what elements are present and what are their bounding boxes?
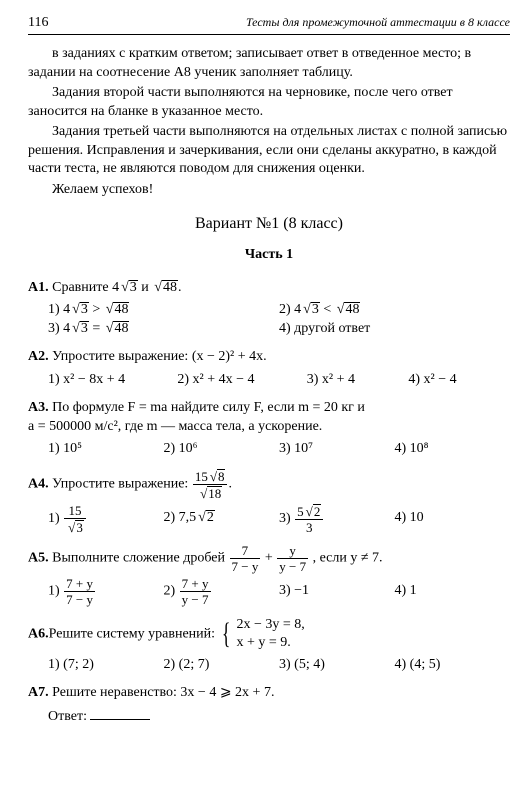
- q-label: А6.: [28, 626, 49, 641]
- a1-opt4: 4) другой ответ: [279, 320, 510, 338]
- question-a4: А4. Упростите выражение: 158 18 .: [28, 469, 510, 500]
- options-a4: 1) 153 2) 7,52 3) 523 4) 10: [48, 504, 510, 534]
- intro-p1: в заданиях с кратким ответом; записывает…: [28, 45, 510, 82]
- q-stem: Решите неравенство: 3x − 4 ⩾ 2x + 7.: [52, 685, 274, 700]
- page: 116 Тесты для промежуточной аттестации в…: [0, 0, 532, 800]
- options-a3: 1) 10⁵ 2) 10⁶ 3) 10⁷ 4) 10⁸: [48, 440, 510, 458]
- question-a5: А5. Выполните сложение дробей 77 − y + y…: [28, 544, 510, 573]
- a4-frac: 158 18: [192, 469, 229, 500]
- a5-opt3: 3) −1: [279, 582, 395, 600]
- a5-opt4: 4) 1: [395, 582, 511, 600]
- a6-opt3: 3) (5; 4): [279, 656, 395, 674]
- q-stem: Упростите выражение: (x − 2)² + 4x.: [52, 349, 267, 364]
- system-eqs: 2x − 3y = 8, x + y = 9.: [236, 616, 304, 652]
- q-stem: Выполните сложение дробей: [52, 550, 228, 565]
- options-a6: 1) (7; 2) 2) (2; 7) 3) (5; 4) 4) (4; 5): [48, 656, 510, 674]
- a2-opt1: 1) x² − 8x + 4: [48, 371, 177, 389]
- q-label: А7.: [28, 685, 49, 700]
- a6-opt2: 2) (2; 7): [164, 656, 280, 674]
- q-label: А5.: [28, 550, 49, 565]
- question-a7: А7. Решите неравенство: 3x − 4 ⩾ 2x + 7.: [28, 684, 510, 702]
- page-header: 116 Тесты для промежуточной аттестации в…: [28, 14, 510, 35]
- q-label: А3.: [28, 400, 49, 415]
- answer-blank: [90, 707, 150, 720]
- q-label: А2.: [28, 349, 49, 364]
- question-a1: А1. Сравните 43 и 48.: [28, 279, 510, 297]
- q-label: А1.: [28, 280, 49, 295]
- question-a2: А2. Упростите выражение: (x − 2)² + 4x.: [28, 348, 510, 366]
- answer-label: Ответ:: [48, 709, 90, 724]
- a5-opt2: 2) 7 + yy − 7: [164, 577, 280, 606]
- variant-title: Вариант №1 (8 класс): [28, 213, 510, 234]
- q-stem: По формуле F = ma найдите силу F, если m…: [52, 400, 365, 415]
- part-title: Часть 1: [28, 246, 510, 264]
- question-a3: А3. По формуле F = ma найдите силу F, ес…: [28, 399, 510, 436]
- a6-opt1: 1) (7; 2): [48, 656, 164, 674]
- q-stem: Сравните 43 и 48.: [52, 280, 181, 295]
- a3-opt2: 2) 10⁶: [164, 440, 280, 458]
- a1-opt1: 1) 43 > 48: [48, 301, 279, 319]
- a3-opt1: 1) 10⁵: [48, 440, 164, 458]
- options-a1: 1) 43 > 48 2) 43 < 48 3) 43 = 48 4) друг…: [48, 301, 510, 338]
- options-a5: 1) 7 + y7 − y 2) 7 + yy − 7 3) −1 4) 1: [48, 577, 510, 606]
- brace-icon: {: [221, 621, 230, 647]
- intro-p2: Задания второй части выполняются на черн…: [28, 84, 510, 121]
- q-label: А4.: [28, 476, 49, 491]
- a3-opt3: 3) 10⁷: [279, 440, 395, 458]
- a6-opt4: 4) (4; 5): [395, 656, 511, 674]
- a3-opt4: 4) 10⁸: [395, 440, 511, 458]
- running-title: Тесты для промежуточной аттестации в 8 к…: [246, 15, 510, 31]
- a4-opt1: 1) 153: [48, 504, 164, 534]
- a2-opt3: 3) x² + 4: [307, 371, 409, 389]
- a4-opt4: 4) 10: [395, 509, 511, 527]
- q-stem: Решите систему уравнений:: [49, 626, 219, 641]
- a4-opt2: 2) 7,52: [164, 509, 280, 527]
- intro-p3: Задания третьей части выполняются на отд…: [28, 123, 510, 178]
- options-a2: 1) x² − 8x + 4 2) x² + 4x − 4 3) x² + 4 …: [48, 371, 510, 389]
- a2-opt4: 4) x² − 4: [408, 371, 510, 389]
- intro-p4: Желаем успехов!: [28, 181, 510, 199]
- question-a6: А6.Решите систему уравнений: { 2x − 3y =…: [28, 616, 510, 652]
- a2-opt2: 2) x² + 4x − 4: [177, 371, 306, 389]
- a1-opt2: 2) 43 < 48: [279, 301, 510, 319]
- q-stem: Упростите выражение:: [52, 476, 192, 491]
- q-stem-b: a = 500000 м/с², где m — масса тела, a у…: [28, 419, 322, 434]
- answer-a7: Ответ:: [48, 707, 510, 726]
- page-number: 116: [28, 14, 48, 32]
- a1-opt3: 3) 43 = 48: [48, 320, 279, 338]
- a4-opt3: 3) 523: [279, 504, 395, 534]
- a5-opt1: 1) 7 + y7 − y: [48, 577, 164, 606]
